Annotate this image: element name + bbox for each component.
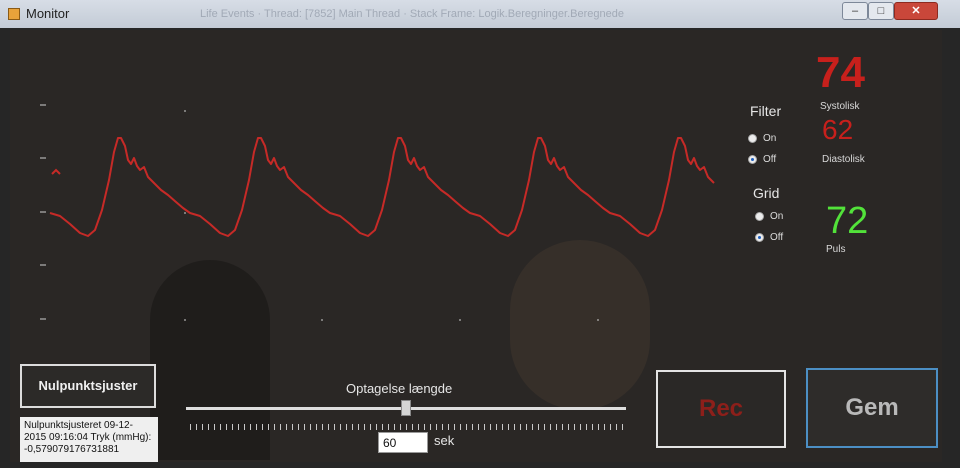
minimize-button[interactable]: – [842,2,868,20]
record-button[interactable]: Rec [656,370,786,448]
pressure-waveform [49,137,715,237]
pressure-graph [40,104,715,321]
grid-off-radio-circle[interactable] [755,233,764,242]
diastolic-label: Diastolisk [822,154,865,165]
filter-off-radio-circle[interactable] [748,155,757,164]
app-icon [8,8,20,20]
save-button[interactable]: Gem [806,368,938,448]
title-bar[interactable]: Monitor Life Events · Thread: [7852] Mai… [0,0,960,28]
seconds-unit-label: sek [434,433,455,448]
pulse-value: 72 [826,200,869,242]
diastolic-value: 62 [822,114,854,145]
close-button[interactable]: ✕ [894,2,938,20]
x-axis-ticks [184,110,599,321]
filter-off-radio[interactable]: Off [748,154,776,165]
grid-on-label: On [770,211,784,222]
background-window-text: Life Events · Thread: [7852] Main Thread… [200,8,624,20]
slider-ticks [190,424,624,430]
filter-on-label: On [763,133,777,144]
zero-adjust-button[interactable]: Nulpunktsjuster [20,364,156,408]
zero-adjust-status: Nulpunktsjusteret 09-12-2015 09:16:04 Tr… [20,417,158,462]
grid-on-radio-circle[interactable] [755,212,764,221]
grid-off-radio[interactable]: Off [755,232,783,243]
maximize-icon: □ [877,5,885,17]
minimize-icon: – [851,5,859,17]
recording-length-label: Optagelse længde [346,381,453,396]
systolic-label: Systolisk [820,101,860,112]
pulse-label: Puls [826,244,846,255]
systolic-value: 74 [816,48,865,97]
filter-label: Filter [750,103,782,119]
close-icon: ✕ [911,5,921,17]
zero-marker [51,168,61,175]
y-axis-ticks [40,104,46,320]
grid-off-label: Off [770,232,784,243]
grid-label: Grid [753,185,780,201]
maximize-button[interactable]: □ [868,2,894,20]
filter-on-radio-circle[interactable] [748,134,757,143]
recording-length-slider-thumb[interactable] [401,400,411,416]
grid-on-radio[interactable]: On [755,211,783,222]
seconds-input[interactable] [378,432,428,453]
window-title: Monitor [26,6,70,21]
background-reflection [510,240,650,410]
client-area: Filter On Off Grid On Off 74 Systolisk 6… [10,30,942,462]
filter-on-radio[interactable]: On [748,133,776,144]
filter-off-label: Off [763,154,777,165]
